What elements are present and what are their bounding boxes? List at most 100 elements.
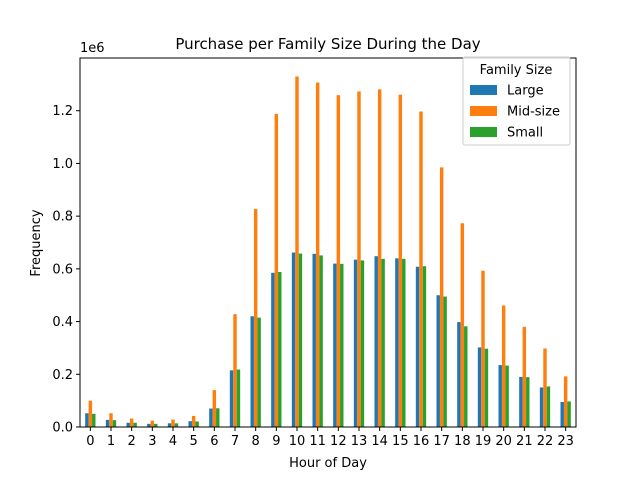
y-axis-title: Frequency <box>29 209 44 276</box>
plot-frame <box>79 57 577 428</box>
bar-small-2 <box>133 422 137 427</box>
x-tick-label: 5 <box>190 434 198 449</box>
bar-large-20 <box>498 365 502 427</box>
bar-mid-size-4 <box>171 419 175 427</box>
x-axis-title: Hour of Day <box>289 456 367 471</box>
bar-large-10 <box>291 252 296 427</box>
bar-mid-size-9 <box>274 113 279 427</box>
bar-small-18 <box>464 326 468 427</box>
y-tick-label: 1.0 <box>52 157 73 172</box>
x-tick-label: 4 <box>169 434 177 449</box>
bar-small-22 <box>546 386 551 427</box>
bar-large-0 <box>85 413 89 427</box>
legend-swatch-mid-size <box>470 106 497 116</box>
bars-layer <box>85 76 571 428</box>
x-tick-label: 21 <box>516 434 533 449</box>
bar-large-19 <box>477 347 482 427</box>
bar-mid-size-6 <box>212 390 217 427</box>
bar-large-18 <box>457 322 461 427</box>
bar-mid-size-10 <box>295 76 299 427</box>
bar-large-6 <box>209 408 213 427</box>
bar-large-9 <box>271 272 275 427</box>
bar-large-2 <box>126 422 130 427</box>
y-scale-label: 1e6 <box>80 41 105 56</box>
bar-large-4 <box>167 423 172 427</box>
x-tick-label: 23 <box>557 434 574 449</box>
x-tick-label: 10 <box>289 434 306 449</box>
legend: Family Size Large Mid-size Small <box>462 56 571 146</box>
bar-large-13 <box>353 259 358 427</box>
x-tick-label: 18 <box>454 434 471 449</box>
y-tick-label: 0.8 <box>52 210 73 225</box>
bar-mid-size-17 <box>439 167 444 427</box>
bar-mid-size-7 <box>233 314 237 427</box>
bar-small-9 <box>278 272 282 427</box>
x-tick-label: 11 <box>309 434 326 449</box>
bar-mid-size-14 <box>377 89 382 428</box>
bar-small-19 <box>484 348 489 427</box>
legend-frame <box>462 56 571 146</box>
x-tick-label: 12 <box>330 434 347 449</box>
y-tick-label: 0.6 <box>52 262 73 277</box>
bar-large-7 <box>229 370 234 427</box>
axes-layer: 0 1 2 3 4 5 6 7 8 9 10 11 12 13 14 15 16 17 18 19 20 21 22 230.… <box>52 57 577 449</box>
x-tick-label: 13 <box>351 434 368 449</box>
bar-mid-size-19 <box>481 270 485 427</box>
bar-large-15 <box>395 258 399 427</box>
bar-mid-size-18 <box>460 223 465 427</box>
x-tick-label: 17 <box>433 434 450 449</box>
legend-title: Family Size <box>480 63 553 78</box>
bar-small-0 <box>92 413 96 427</box>
bar-mid-size-23 <box>563 376 568 427</box>
bar-mid-size-20 <box>501 305 506 427</box>
bar-small-12 <box>340 263 344 427</box>
x-tick-label: 1 <box>107 434 115 449</box>
bar-mid-size-16 <box>419 111 423 427</box>
x-tick-label: 2 <box>128 434 136 449</box>
bar-mid-size-5 <box>191 415 196 427</box>
bar-large-11 <box>312 253 316 427</box>
x-tick-label: 3 <box>148 434 156 449</box>
x-tick-label: 14 <box>371 434 388 449</box>
x-tick-label: 7 <box>231 434 239 449</box>
bar-small-17 <box>443 296 447 427</box>
y-tick-label: 0.0 <box>52 421 73 436</box>
bar-small-8 <box>257 317 261 427</box>
x-tick-label: 20 <box>495 434 512 449</box>
bar-small-5 <box>195 421 199 427</box>
bar-large-17 <box>436 295 440 427</box>
bar-large-23 <box>560 401 564 427</box>
bar-small-4 <box>174 423 179 427</box>
bar-small-10 <box>298 253 303 427</box>
bar-mid-size-0 <box>88 400 93 427</box>
legend-swatch-large <box>470 85 497 95</box>
bar-small-13 <box>360 260 365 427</box>
legend-label-small: Small <box>507 126 543 141</box>
bar-large-22 <box>539 387 544 427</box>
bar-small-1 <box>112 420 117 427</box>
bar-small-23 <box>567 401 571 427</box>
bar-mid-size-13 <box>357 91 361 427</box>
y-tick-label: 0.4 <box>52 315 73 330</box>
bar-large-16 <box>415 266 420 427</box>
y-tick-label: 1.2 <box>52 104 73 119</box>
bar-large-1 <box>105 419 110 427</box>
bar-small-15 <box>402 258 406 427</box>
x-tick-label: 22 <box>537 434 554 449</box>
bar-large-21 <box>519 376 523 427</box>
bar-mid-size-2 <box>129 418 134 427</box>
bar-mid-size-12 <box>336 95 341 427</box>
legend-swatch-small <box>470 127 497 137</box>
x-tick-label: 19 <box>475 434 492 449</box>
bar-mid-size-3 <box>150 420 155 427</box>
bar-small-3 <box>154 423 158 427</box>
bar-small-14 <box>381 258 385 427</box>
x-tick-label: 8 <box>252 434 260 449</box>
x-tick-label: 16 <box>413 434 430 449</box>
bar-small-20 <box>505 365 509 427</box>
chart-title: Purchase per Family Size During the Day <box>175 35 480 53</box>
bar-small-7 <box>236 369 241 427</box>
bar-mid-size-21 <box>522 326 527 427</box>
